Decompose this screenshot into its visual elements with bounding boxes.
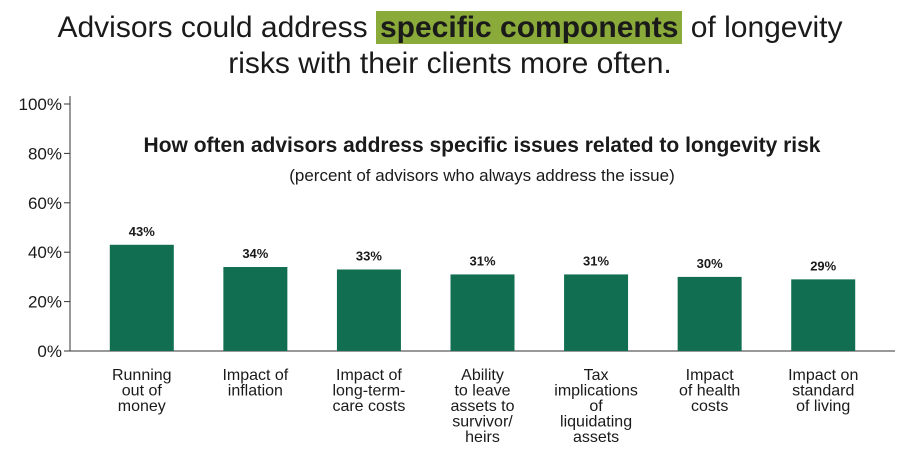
x-tick-label-line: liquidating — [560, 414, 632, 431]
x-tick-label-line: inflation — [228, 383, 283, 400]
x-tick-label-line: Impact of — [336, 367, 402, 384]
x-tick-label-line: of health — [679, 383, 740, 400]
bar-value-label: 43% — [129, 224, 155, 239]
x-tick-label-line: of — [589, 398, 603, 415]
y-tick-label: 40% — [28, 243, 62, 262]
x-tick-label-line: assets to — [450, 398, 514, 415]
x-tick-label: Ability to leave assets to survivor/heirs — [450, 367, 514, 446]
headline-suffix: of longevity — [690, 11, 843, 44]
y-tick-label: 0% — [37, 342, 62, 361]
bar — [450, 274, 515, 351]
bar — [223, 267, 288, 351]
y-tick-label: 20% — [28, 293, 62, 312]
x-tick-label: Impact of long-term-care costs — [332, 367, 405, 415]
bar — [109, 244, 174, 351]
x-tick-label-line: survivor/ — [452, 414, 513, 431]
x-tick-label: Impact on standard of living — [788, 367, 858, 415]
x-tick-label-line: Impact — [686, 367, 735, 384]
x-tick-label-line: to leave — [454, 383, 510, 400]
headline-highlight: specific components — [375, 11, 683, 44]
x-tick-label-line: Impact of — [222, 367, 288, 384]
y-tick-label: 60% — [28, 194, 62, 213]
headline-line-2: risks with their clients more often. — [228, 47, 672, 80]
x-tick-label-line: Impact on — [788, 367, 858, 384]
bars: 43% 34% 33% 31% 31% 30% 29% — [109, 224, 856, 351]
x-tick-label: Impact of health costs — [679, 367, 740, 415]
x-tick-label: Running out of money — [112, 367, 172, 415]
x-tick-label-line: care costs — [332, 398, 405, 415]
x-tick-label-line: out of — [122, 383, 163, 400]
bar-value-label: 30% — [697, 256, 723, 271]
chart-title: How often advisors address specific issu… — [144, 134, 821, 157]
y-tick-label: 100% — [19, 95, 62, 114]
x-tick-label-line: implications — [554, 383, 638, 400]
x-tick-label-line: of living — [796, 398, 850, 415]
chart-subtitle: (percent of advisors who always address … — [289, 166, 675, 185]
x-tick-label-line: Tax — [584, 367, 609, 384]
headline-prefix: Advisors could address — [57, 11, 368, 44]
x-tick-label-line: Ability — [461, 367, 504, 384]
y-axis-ticks: 0% 20% 40% 60% 80% 100% — [19, 95, 70, 361]
bar — [677, 276, 742, 351]
x-tick-label-line: Running — [112, 367, 172, 384]
bar-value-label: 31% — [583, 253, 609, 268]
bar — [564, 274, 629, 351]
bar — [791, 279, 856, 351]
bar-value-label: 29% — [810, 258, 836, 273]
bar-value-label: 31% — [469, 253, 495, 268]
headline-line-1: Advisors could address specific componen… — [0, 10, 900, 46]
bar-value-label: 34% — [242, 246, 268, 261]
bar-value-label: 33% — [356, 248, 382, 263]
headline: Advisors could address specific componen… — [0, 10, 900, 82]
x-tick-label-line: money — [118, 398, 166, 415]
x-tick-label-line: assets — [573, 429, 619, 446]
x-tick-label: Tax implications of liquidating assets — [554, 367, 638, 446]
x-tick-label-line: costs — [691, 398, 728, 415]
x-tick-label: Impact of inflation — [222, 367, 288, 400]
y-tick-label: 80% — [28, 144, 62, 163]
x-tick-label-line: heirs — [465, 429, 500, 446]
bar — [336, 269, 401, 351]
x-tick-label-line: standard — [792, 383, 854, 400]
x-tick-label-line: long-term- — [332, 383, 405, 400]
